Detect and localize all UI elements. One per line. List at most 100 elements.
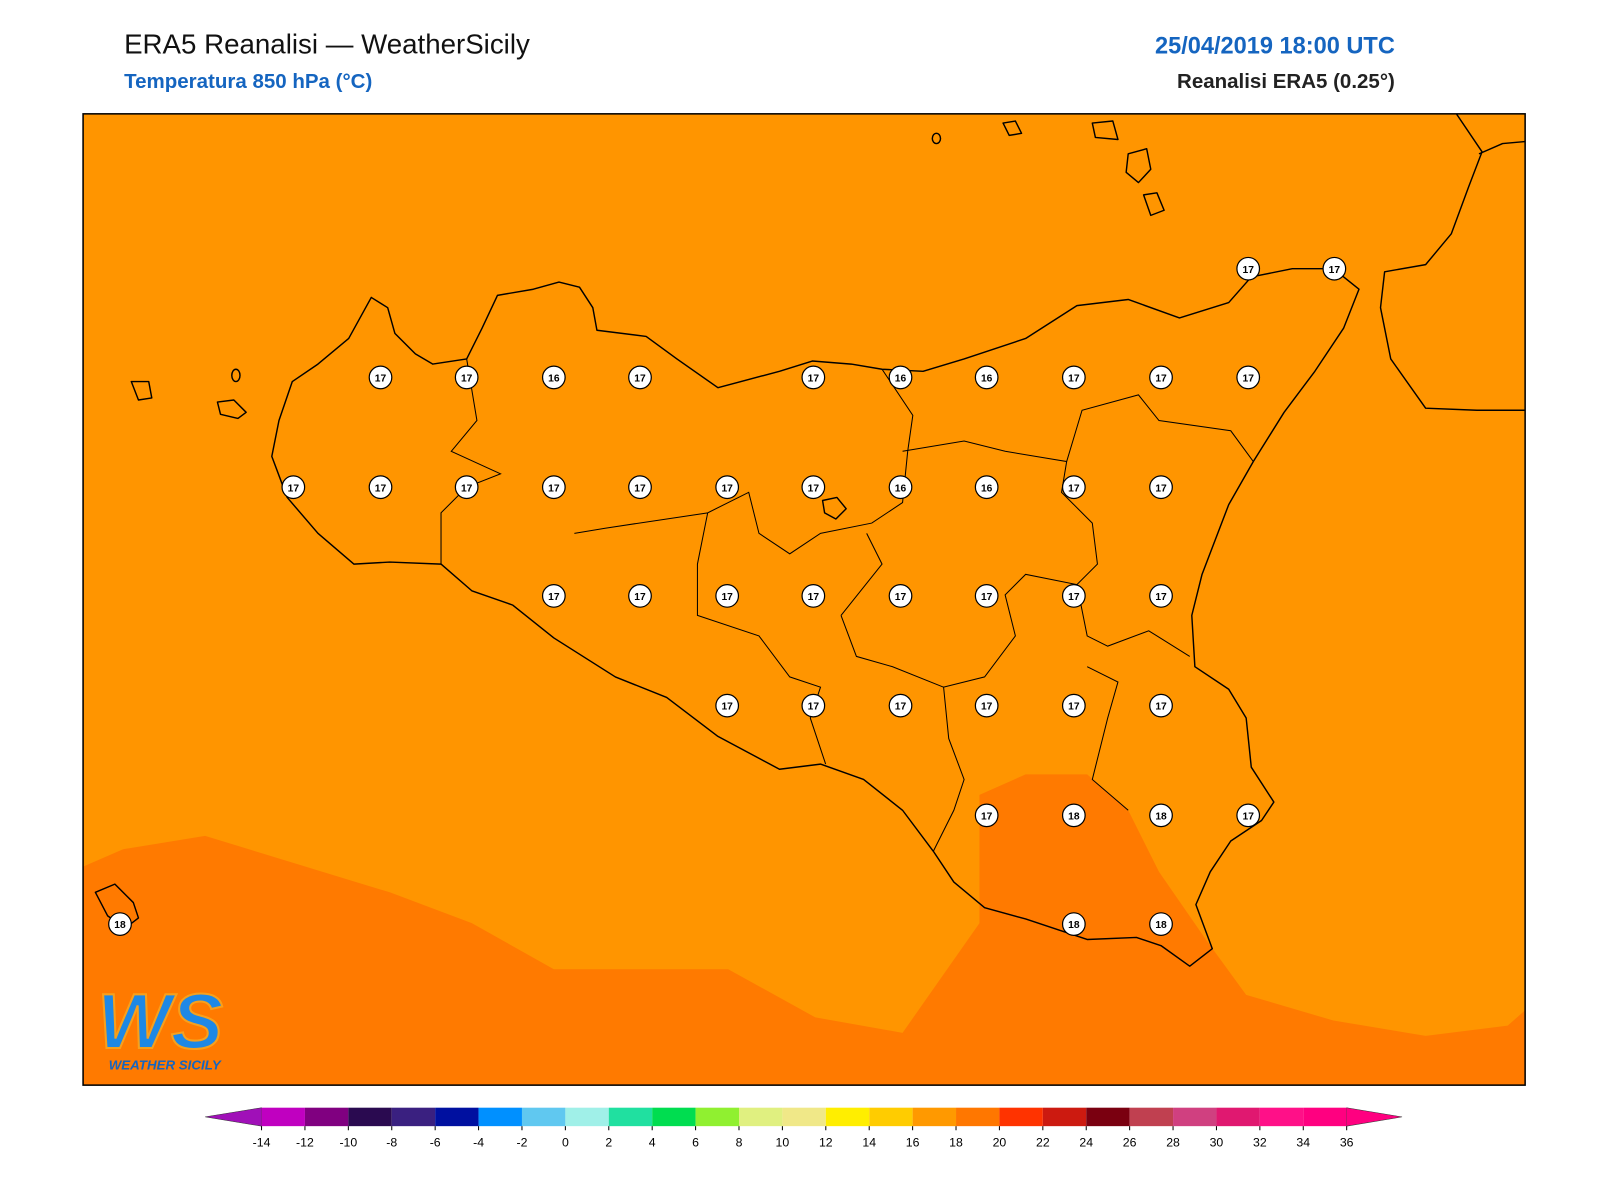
station-value: 17 (1068, 592, 1080, 603)
station-marker (974, 583, 999, 608)
station-value: 16 (981, 483, 993, 494)
logo: WS WEATHER SICILY (96, 976, 224, 1073)
datetime: 25/04/2019 18:00 UTC (1155, 32, 1395, 58)
station-marker (454, 475, 479, 500)
station-marker (1236, 256, 1261, 281)
station-value: 17 (1155, 483, 1167, 494)
station-marker (715, 693, 740, 718)
station-marker (454, 365, 479, 390)
station-marker (801, 365, 826, 390)
colorbar-tick-label: 24 (1079, 1136, 1093, 1150)
colorbar-tick-label: 14 (862, 1136, 876, 1150)
colorbar-tick-label: -12 (296, 1136, 314, 1150)
station-marker (801, 693, 826, 718)
station-marker (541, 583, 566, 608)
colorbar-tick-label: 0 (562, 1136, 569, 1150)
station-value: 17 (1068, 702, 1080, 713)
station-value: 16 (548, 374, 560, 385)
station-marker (974, 693, 999, 718)
logo-mark: WS (97, 977, 223, 1065)
station-value: 17 (808, 592, 820, 603)
colorbar-tick-label: 6 (692, 1136, 699, 1150)
colorbar-bin (1042, 1107, 1087, 1127)
colorbar-bin (608, 1107, 653, 1127)
station-value: 17 (895, 702, 907, 713)
colorbar-bin (1259, 1107, 1304, 1127)
sicily-coastline (271, 267, 1360, 967)
stations: 17 17 17 17 16 17 17 16 16 17 17 17 17 17 17 17 17 17 17 16… (108, 256, 1347, 936)
station-value: 17 (981, 592, 993, 603)
colorbar-bin (1216, 1107, 1260, 1127)
station-value: 16 (981, 374, 993, 385)
colorbar-tick-label: 32 (1253, 1136, 1267, 1150)
station-marker (281, 475, 306, 500)
colorbar-tick-label: 12 (819, 1136, 833, 1150)
station-value: 18 (1068, 920, 1080, 931)
station-marker (974, 475, 999, 500)
station-value: 16 (895, 374, 907, 385)
station-marker (368, 365, 393, 390)
station-value: 17 (1068, 374, 1080, 385)
colorbar-tick-label: 28 (1166, 1136, 1180, 1150)
station-marker (888, 583, 913, 608)
station-marker (108, 912, 132, 936)
station-value: 17 (288, 483, 300, 494)
station-value: 17 (375, 483, 387, 494)
colorbar-bin (521, 1107, 566, 1127)
colorbar-tick-label: 22 (1036, 1136, 1050, 1150)
station-value: 17 (548, 592, 560, 603)
station-value: 18 (114, 920, 126, 931)
colorbar-bin (1173, 1107, 1217, 1127)
islands (94, 120, 1165, 929)
temperature-field-warm (83, 774, 1526, 1086)
station-marker (715, 475, 740, 500)
station-value: 18 (1155, 920, 1167, 931)
colorbar-tick-label: 18 (949, 1136, 963, 1150)
source: Reanalisi ERA5 (0.25°) (1177, 70, 1395, 93)
station-value: 17 (1155, 702, 1167, 713)
colorbar-bin (348, 1107, 392, 1127)
colorbar-bin (825, 1107, 870, 1127)
subtitle: Temperatura 850 hPa (°C) (124, 70, 372, 93)
province-borders (440, 358, 1254, 852)
colorbar-bin (999, 1107, 1043, 1127)
station-marker (974, 365, 999, 390)
station-value: 17 (1329, 265, 1341, 276)
colorbar-tick-label: 2 (605, 1136, 612, 1150)
station-marker (1322, 256, 1347, 281)
colorbar-tick-label: 8 (736, 1136, 743, 1150)
colorbar-bin (738, 1107, 783, 1127)
colorbar-tick-label: 20 (993, 1136, 1007, 1150)
station-value: 17 (1155, 592, 1167, 603)
colorbar-under (205, 1107, 262, 1127)
station-marker (801, 475, 826, 500)
colorbar-bin (1086, 1107, 1130, 1127)
station-value: 17 (721, 592, 733, 603)
station-value: 16 (895, 483, 907, 494)
station-value: 17 (1243, 265, 1255, 276)
colorbar-bin (478, 1107, 522, 1127)
colorbar-tick-label: -4 (473, 1136, 484, 1150)
station-value: 17 (721, 483, 733, 494)
station-value: 17 (1155, 374, 1167, 385)
station-value: 17 (461, 374, 473, 385)
station-value: 17 (548, 483, 560, 494)
station-marker (888, 365, 913, 390)
colorbar-tick-label: 26 (1123, 1136, 1137, 1150)
station-value: 17 (1243, 374, 1255, 385)
station-marker (628, 365, 652, 390)
map-frame (82, 113, 1526, 1086)
colorbar-tick-label: 16 (906, 1136, 920, 1150)
station-marker (974, 803, 999, 828)
station-value: 17 (634, 374, 646, 385)
calabria-coastline (1478, 140, 1526, 155)
station-value: 17 (808, 374, 820, 385)
colorbar-tick-label: -2 (517, 1136, 528, 1150)
station-value: 17 (808, 702, 820, 713)
station-value: 18 (1068, 811, 1080, 822)
station-marker (1236, 365, 1261, 390)
station-marker (1149, 583, 1173, 608)
colorbar-bin (912, 1107, 957, 1127)
